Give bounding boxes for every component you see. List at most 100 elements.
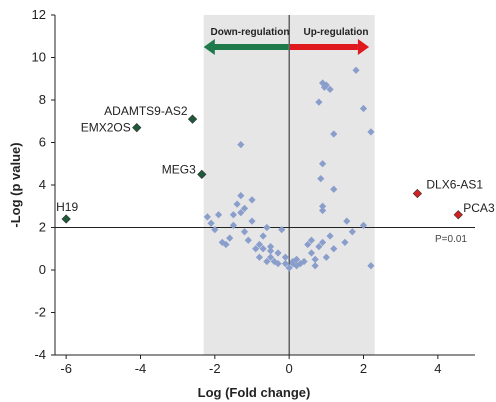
point-label: DLX6-AS1 [426, 178, 483, 192]
data-point [292, 255, 301, 263]
data-point [326, 85, 334, 93]
data-point [319, 79, 327, 87]
data-point [263, 257, 271, 266]
data-point [304, 240, 312, 249]
data-point [311, 262, 319, 270]
y-tick-label: 6 [39, 135, 46, 150]
y-tick-label: 4 [39, 177, 46, 192]
data-point [281, 253, 290, 261]
y-axis-title: -Log (p value) [8, 142, 23, 227]
x-tick-label: 4 [434, 361, 441, 376]
data-point [326, 232, 334, 240]
y-tick-label: -4 [34, 347, 46, 362]
data-point [322, 81, 330, 89]
up-regulation-label: Up-regulation [304, 27, 369, 38]
data-point [252, 245, 260, 253]
data-point [359, 221, 368, 229]
data-point [237, 192, 245, 200]
data-point [317, 175, 325, 183]
data-point [263, 223, 271, 232]
highlighted-point [412, 188, 423, 199]
x-tick-label: 0 [286, 361, 293, 376]
data-point [343, 217, 351, 225]
x-axis-title: Log (Fold change) [198, 385, 311, 400]
data-point [300, 257, 308, 266]
data-point [274, 260, 282, 268]
data-point [307, 236, 316, 244]
point-label: ADAMTS9-AS2 [104, 104, 188, 118]
x-tick-label: -2 [209, 361, 221, 376]
data-point [352, 66, 360, 74]
data-point [248, 196, 256, 204]
data-point [244, 236, 252, 244]
data-point [203, 213, 211, 221]
data-point [320, 83, 329, 91]
data-point [341, 238, 349, 246]
data-point [285, 264, 293, 272]
x-tick-label: 2 [360, 361, 367, 376]
y-tick-label: 10 [32, 50, 46, 65]
data-point [319, 202, 327, 210]
data-point [207, 219, 215, 227]
data-point [259, 245, 267, 253]
data-point [289, 260, 297, 268]
y-tick-label: 0 [39, 262, 46, 277]
data-point [255, 240, 264, 249]
point-label: EMX2OS [81, 121, 131, 135]
data-point [330, 185, 338, 193]
highlighted-point [197, 169, 207, 179]
highlighted-point [61, 214, 71, 224]
data-point [237, 141, 245, 149]
axis-layer: -4 -2 0 2 4 6 8 10 12 -6 -4 -2 0 2 4 [32, 7, 475, 376]
data-point [237, 209, 245, 217]
x-tick-label: -4 [135, 361, 147, 376]
x-tick-label: -6 [60, 361, 72, 376]
data-point [315, 243, 323, 251]
point-layer [61, 66, 463, 272]
highlighted-point [132, 123, 142, 133]
data-point [281, 260, 290, 268]
point-label: H19 [56, 200, 78, 214]
point-label: PCA3 [463, 201, 495, 215]
data-point [248, 217, 256, 225]
data-point [226, 234, 234, 242]
down-regulation-label: Down-regulation [211, 27, 290, 38]
data-point [319, 160, 327, 168]
data-point [211, 226, 219, 234]
label-layer: ADAMTS9-AS2 EMX2OS MEG3 H19 DLX6-AS1 PCA3 [56, 39, 495, 215]
y-tick-label: -2 [34, 305, 46, 320]
data-point [278, 226, 286, 234]
data-point [240, 228, 249, 236]
data-point [214, 211, 223, 219]
data-point [274, 249, 282, 257]
data-point [266, 253, 275, 261]
data-point [222, 240, 230, 249]
highlighted-point [187, 114, 198, 124]
data-point [367, 128, 375, 136]
data-point [322, 253, 330, 261]
data-point [229, 221, 238, 229]
point-label: MEG3 [162, 162, 196, 176]
up-arrow-head [357, 39, 370, 55]
data-point [319, 206, 327, 215]
data-point [307, 249, 316, 257]
highlighted-point [453, 210, 463, 220]
y-tick-label: 2 [39, 220, 46, 235]
data-point [259, 232, 267, 240]
data-point [266, 247, 275, 255]
data-point [319, 238, 327, 246]
y-tick-label: 12 [32, 7, 46, 22]
data-point [266, 243, 275, 251]
up-arrow-shaft [289, 44, 358, 50]
data-point [233, 200, 241, 208]
down-arrow-shaft [212, 44, 289, 50]
data-point [359, 104, 368, 113]
data-point [311, 255, 319, 263]
data-point [240, 204, 249, 212]
y-tick-label: 8 [39, 92, 46, 107]
data-point [315, 98, 323, 106]
data-point [229, 211, 238, 219]
data-point [330, 245, 338, 253]
data-point [348, 228, 356, 236]
